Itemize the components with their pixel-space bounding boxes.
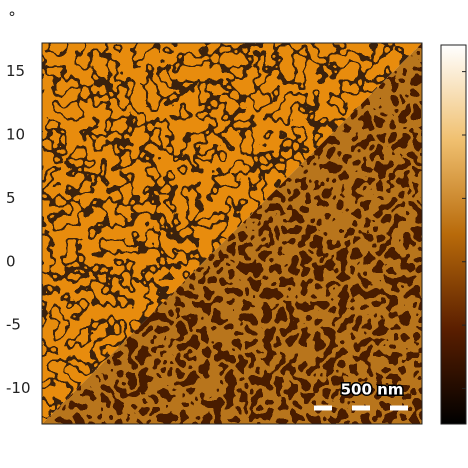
unit-label: ° [8, 9, 16, 27]
y-tick-label: 10 [6, 125, 25, 143]
afm-image [41, 42, 423, 425]
image-border [41, 42, 423, 425]
y-tick-label: 15 [6, 62, 25, 80]
y-tick-label: -10 [6, 379, 31, 397]
y-tick-label: 5 [6, 189, 16, 207]
scale-bar-label: 500 nm [341, 381, 404, 399]
y-tick-label: 0 [6, 252, 16, 270]
colorbar [440, 44, 467, 425]
y-tick-label: -5 [6, 316, 21, 334]
